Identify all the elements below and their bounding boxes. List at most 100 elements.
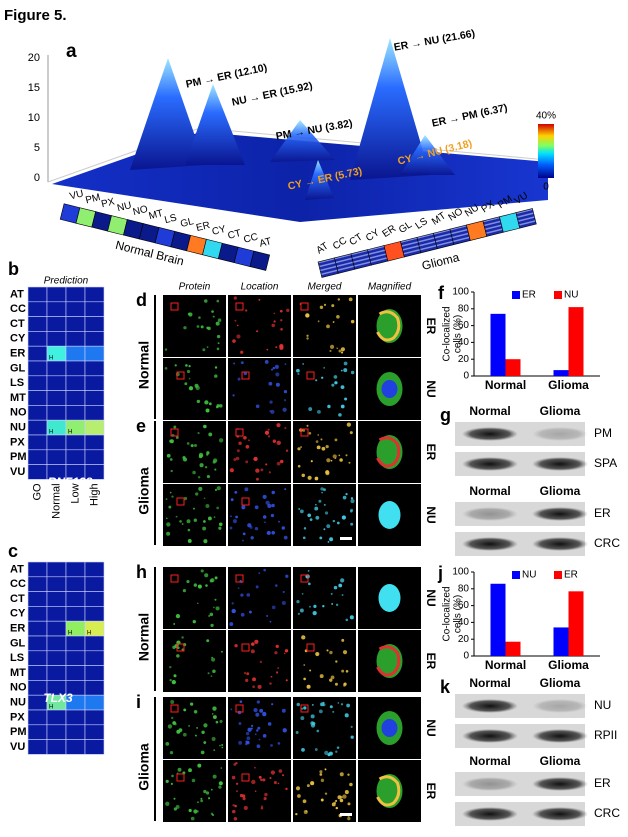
cell-signal	[239, 700, 243, 703]
heatmap-cell	[46, 390, 67, 406]
heatmap-cell	[27, 345, 48, 362]
cell-signal	[170, 469, 173, 473]
cell-signal	[212, 774, 217, 779]
cell-signal	[255, 585, 259, 589]
heatmap-cell	[84, 561, 105, 578]
cell-signal	[215, 405, 219, 409]
cell-signal	[308, 582, 311, 586]
cell-signal	[229, 526, 233, 530]
cell-signal	[280, 319, 283, 322]
cell-signal	[235, 456, 240, 461]
cell-signal	[257, 684, 262, 689]
cell-signal	[234, 319, 237, 322]
cell-signal	[187, 538, 192, 543]
panel-label: d	[136, 290, 147, 310]
blot-band	[462, 427, 518, 441]
cell-signal	[341, 515, 346, 520]
cell-signal	[216, 334, 221, 339]
z-tick-label: 10	[28, 112, 40, 124]
cell-signal	[251, 779, 256, 785]
magnified-er	[376, 436, 401, 468]
cell-signal	[319, 773, 323, 776]
cell-signal	[215, 720, 219, 724]
cell-signal	[305, 810, 308, 813]
cell-signal	[215, 606, 220, 611]
x-tick-label: Normal	[485, 378, 526, 392]
cell-signal	[310, 723, 316, 728]
condition-label: Glioma	[136, 743, 152, 791]
cell-signal	[271, 703, 274, 706]
colorbar	[538, 124, 554, 178]
cell-signal	[247, 727, 252, 732]
heatmap-cell	[65, 650, 86, 666]
legend-swatch	[512, 291, 520, 299]
row-label: LS	[10, 377, 24, 389]
cell-signal	[170, 700, 175, 705]
cell-signal	[323, 528, 326, 531]
condition-label: Normal	[136, 341, 152, 389]
cell-signal	[212, 669, 216, 674]
heatmap-cell	[84, 739, 105, 755]
cell-signal	[278, 520, 281, 523]
magnified-cell	[378, 584, 401, 612]
cell-signal	[267, 503, 272, 509]
heatmap-cell	[46, 286, 67, 303]
cell-signal	[315, 379, 318, 382]
compartment-label: CT	[348, 232, 365, 249]
cell-signal	[188, 377, 191, 380]
cell-signal	[229, 468, 234, 473]
cell-signal	[242, 797, 246, 801]
cell-signal	[342, 495, 347, 500]
cell-signal	[340, 404, 345, 409]
scale-bar	[340, 813, 352, 816]
cell-signal	[172, 645, 176, 650]
bar	[553, 370, 569, 376]
heatmap-cell	[27, 620, 48, 637]
heatmap-cell	[46, 331, 67, 347]
cell-signal	[350, 370, 355, 375]
cell-signal	[331, 304, 335, 308]
cell-signal	[243, 371, 247, 376]
cell-signal	[204, 299, 208, 303]
bar	[568, 591, 584, 656]
cell-signal	[242, 539, 244, 542]
cell-signal	[331, 802, 336, 807]
cell-signal	[347, 773, 350, 776]
row-label: MT	[10, 667, 26, 679]
cell-signal	[207, 672, 210, 675]
lane-label: Glioma	[540, 754, 581, 768]
protein-label: RPII	[594, 728, 617, 742]
cell-signal	[246, 672, 250, 676]
zoom-box	[176, 773, 185, 782]
cell-signal	[173, 722, 177, 726]
heatmap-cell	[46, 591, 67, 607]
cell-signal	[283, 399, 287, 402]
cell-signal	[271, 605, 276, 610]
row-label: NU	[10, 697, 26, 709]
cell-signal	[166, 522, 171, 527]
heatmap-cell	[27, 405, 48, 421]
lane-label: Normal	[469, 676, 510, 690]
cell-signal	[349, 782, 353, 787]
panel-label: f	[438, 283, 445, 303]
row-label: PM	[10, 451, 27, 463]
row-label: AT	[10, 288, 24, 300]
cell-signal	[182, 642, 187, 647]
cell-signal	[275, 372, 280, 377]
cell-signal	[233, 296, 237, 300]
heatmap-cell	[84, 316, 105, 332]
cell-signal	[259, 708, 264, 713]
cell-signal	[270, 409, 275, 414]
cell-signal	[313, 604, 317, 609]
cell-signal	[285, 679, 288, 682]
cell-signal	[335, 799, 338, 803]
cell-signal	[190, 444, 194, 448]
cell-signal	[329, 678, 333, 682]
cell-signal	[296, 599, 300, 604]
z-tick-label: 0	[34, 172, 40, 184]
cell-signal	[203, 497, 206, 500]
panel-label: g	[440, 405, 451, 425]
heatmap-cell	[27, 561, 48, 578]
heatmap-cell	[46, 434, 67, 451]
